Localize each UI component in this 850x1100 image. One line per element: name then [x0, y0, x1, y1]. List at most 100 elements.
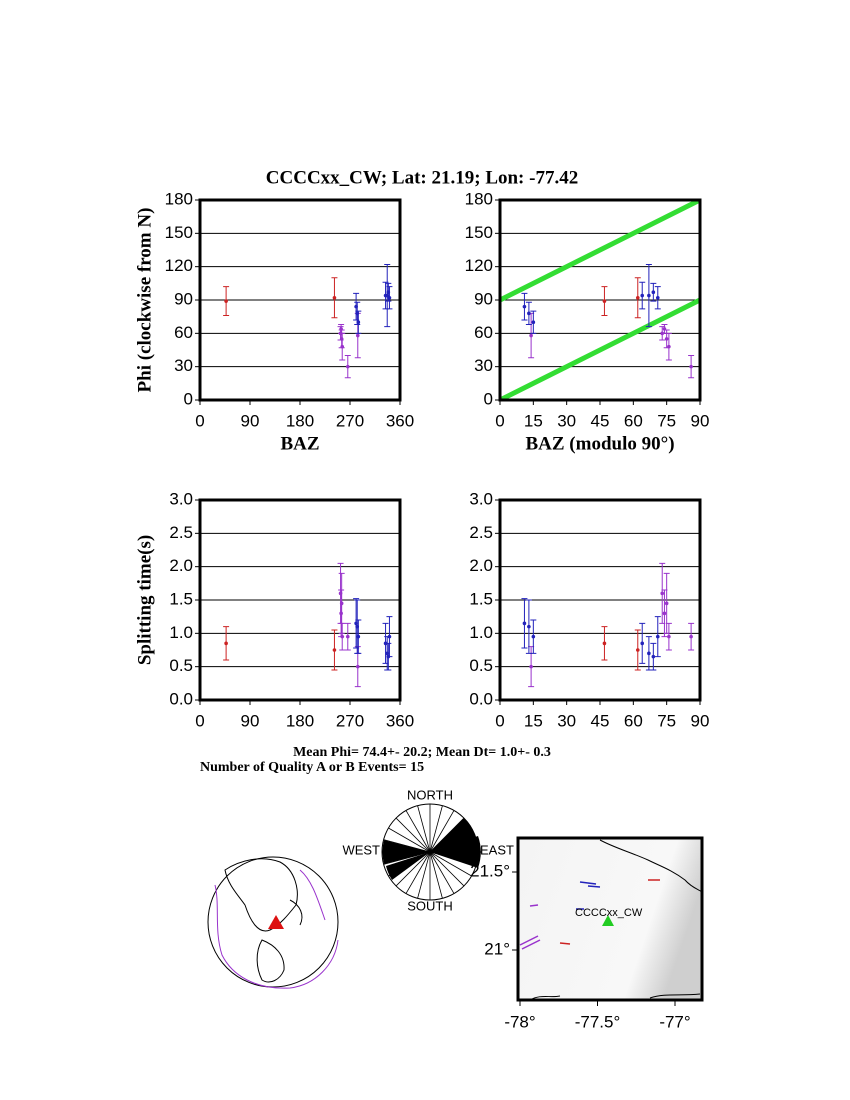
x-tick-label: 45: [591, 711, 610, 730]
y-axis-label: Phi (clockwise from N): [134, 208, 155, 393]
y-tick-label: 120: [465, 256, 493, 275]
x-tick-label: 360: [386, 411, 414, 430]
x-tick-label: 60: [624, 411, 643, 430]
data-point: [635, 648, 640, 652]
plot-frame: [198, 498, 402, 702]
x-tick-label: 45: [591, 411, 610, 430]
rose-spoke: [417, 851, 431, 899]
x-tick-label: 270: [336, 711, 364, 730]
y-tick-label: 3.0: [169, 489, 193, 508]
map: CCCCxx_CW: [516, 836, 704, 1002]
data-point: [527, 311, 531, 316]
data-point: [689, 364, 693, 369]
data-point: [529, 333, 533, 338]
data-point: [345, 634, 350, 639]
station-label: CCCCxx_CW: [575, 907, 643, 919]
y-tick-label: 180: [165, 189, 193, 208]
plot-frame: [498, 498, 702, 702]
x-tick-label: 30: [557, 411, 576, 430]
y-tick-label: 60: [474, 323, 493, 342]
rose-spoke: [388, 827, 431, 853]
rose-label: WEST: [342, 842, 380, 857]
data-point: [602, 641, 607, 646]
x-tick-label: 90: [691, 411, 710, 430]
y-tick-label: 1.5: [169, 589, 193, 608]
x-tick-label: 0: [495, 411, 504, 430]
rose-spoke: [417, 805, 431, 853]
map-x-tick-label: -77°: [659, 1012, 690, 1031]
data-point: [647, 651, 651, 656]
y-tick-label: 150: [465, 223, 493, 242]
data-point: [339, 337, 344, 341]
map-x-tick-label: -77.5°: [575, 1012, 621, 1031]
y-tick-label: 90: [174, 289, 193, 308]
y-tick-label: 90: [474, 289, 493, 308]
map-y-tick-label: 21.5°: [470, 861, 510, 880]
data-point: [522, 304, 527, 309]
rose-spoke: [383, 851, 431, 865]
data-point: [664, 337, 669, 341]
y-tick-label: 0.0: [469, 689, 493, 708]
y-tick-label: 120: [165, 256, 193, 275]
y-tick-label: 150: [165, 223, 193, 242]
data-point: [662, 611, 667, 616]
x-tick-label: 180: [286, 411, 314, 430]
y-tick-label: 1.5: [469, 589, 493, 608]
x-tick-label: 60: [624, 711, 643, 730]
y-tick-label: 2.5: [169, 523, 193, 542]
y-tick-label: 0.5: [169, 656, 193, 675]
y-tick-label: 30: [174, 356, 193, 375]
data-point: [340, 344, 345, 349]
x-tick-label: 270: [336, 411, 364, 430]
y-tick-label: 60: [174, 323, 193, 342]
x-tick-label: 75: [657, 711, 676, 730]
data-point: [689, 634, 693, 639]
rose-spoke: [429, 851, 465, 887]
x-tick-label: 0: [195, 411, 204, 430]
rose-spoke: [429, 805, 443, 853]
rose-label: NORTH: [407, 787, 453, 802]
data-point: [667, 344, 671, 349]
rose-diagram: NORTH SOUTH WEST EAST: [342, 787, 514, 913]
y-tick-label: 30: [474, 356, 493, 375]
plot-frame: [498, 198, 702, 402]
data-point: [339, 601, 344, 606]
x-tick-label: 0: [495, 711, 504, 730]
data-point: [340, 634, 345, 639]
plot-frame: [198, 198, 402, 402]
data-point: [531, 320, 536, 325]
reference-line: [500, 297, 700, 400]
x-tick-label: 90: [691, 711, 710, 730]
summary: Mean Phi= 74.4+- 20.2; Mean Dt= 1.0+- 0.…: [293, 745, 551, 760]
data-point: [531, 634, 536, 639]
rose-label: SOUTH: [407, 898, 453, 913]
x-tick-label: 15: [524, 711, 543, 730]
rose-spoke: [405, 810, 431, 853]
y-tick-label: 1.0: [169, 623, 193, 642]
data-point: [224, 641, 228, 646]
data-point: [345, 364, 350, 369]
title: CCCCxx_CW; Lat: 21.19; Lon: -77.42: [266, 167, 578, 188]
data-point: [647, 293, 651, 298]
x-tick-label: 90: [241, 411, 260, 430]
data-point: [332, 648, 337, 652]
data-point: [355, 664, 360, 669]
data-point: [667, 634, 671, 639]
data-point: [387, 295, 392, 300]
data-point: [387, 634, 392, 639]
data-point: [651, 290, 656, 295]
x-tick-label: 15: [524, 411, 543, 430]
y-tick-label: 180: [465, 189, 493, 208]
y-tick-label: 0.0: [169, 689, 193, 708]
rose-spoke: [429, 851, 443, 899]
rose-spoke: [429, 851, 455, 894]
reference-line: [500, 200, 700, 303]
rose-spoke: [429, 851, 472, 877]
y-tick-label: 0.5: [469, 656, 493, 675]
globe: [207, 856, 339, 989]
data-point: [356, 320, 361, 325]
y-axis-label: Splitting time(s): [134, 535, 155, 665]
x-axis-label: BAZ (modulo 90°): [525, 433, 674, 454]
y-tick-label: 0: [484, 389, 493, 408]
